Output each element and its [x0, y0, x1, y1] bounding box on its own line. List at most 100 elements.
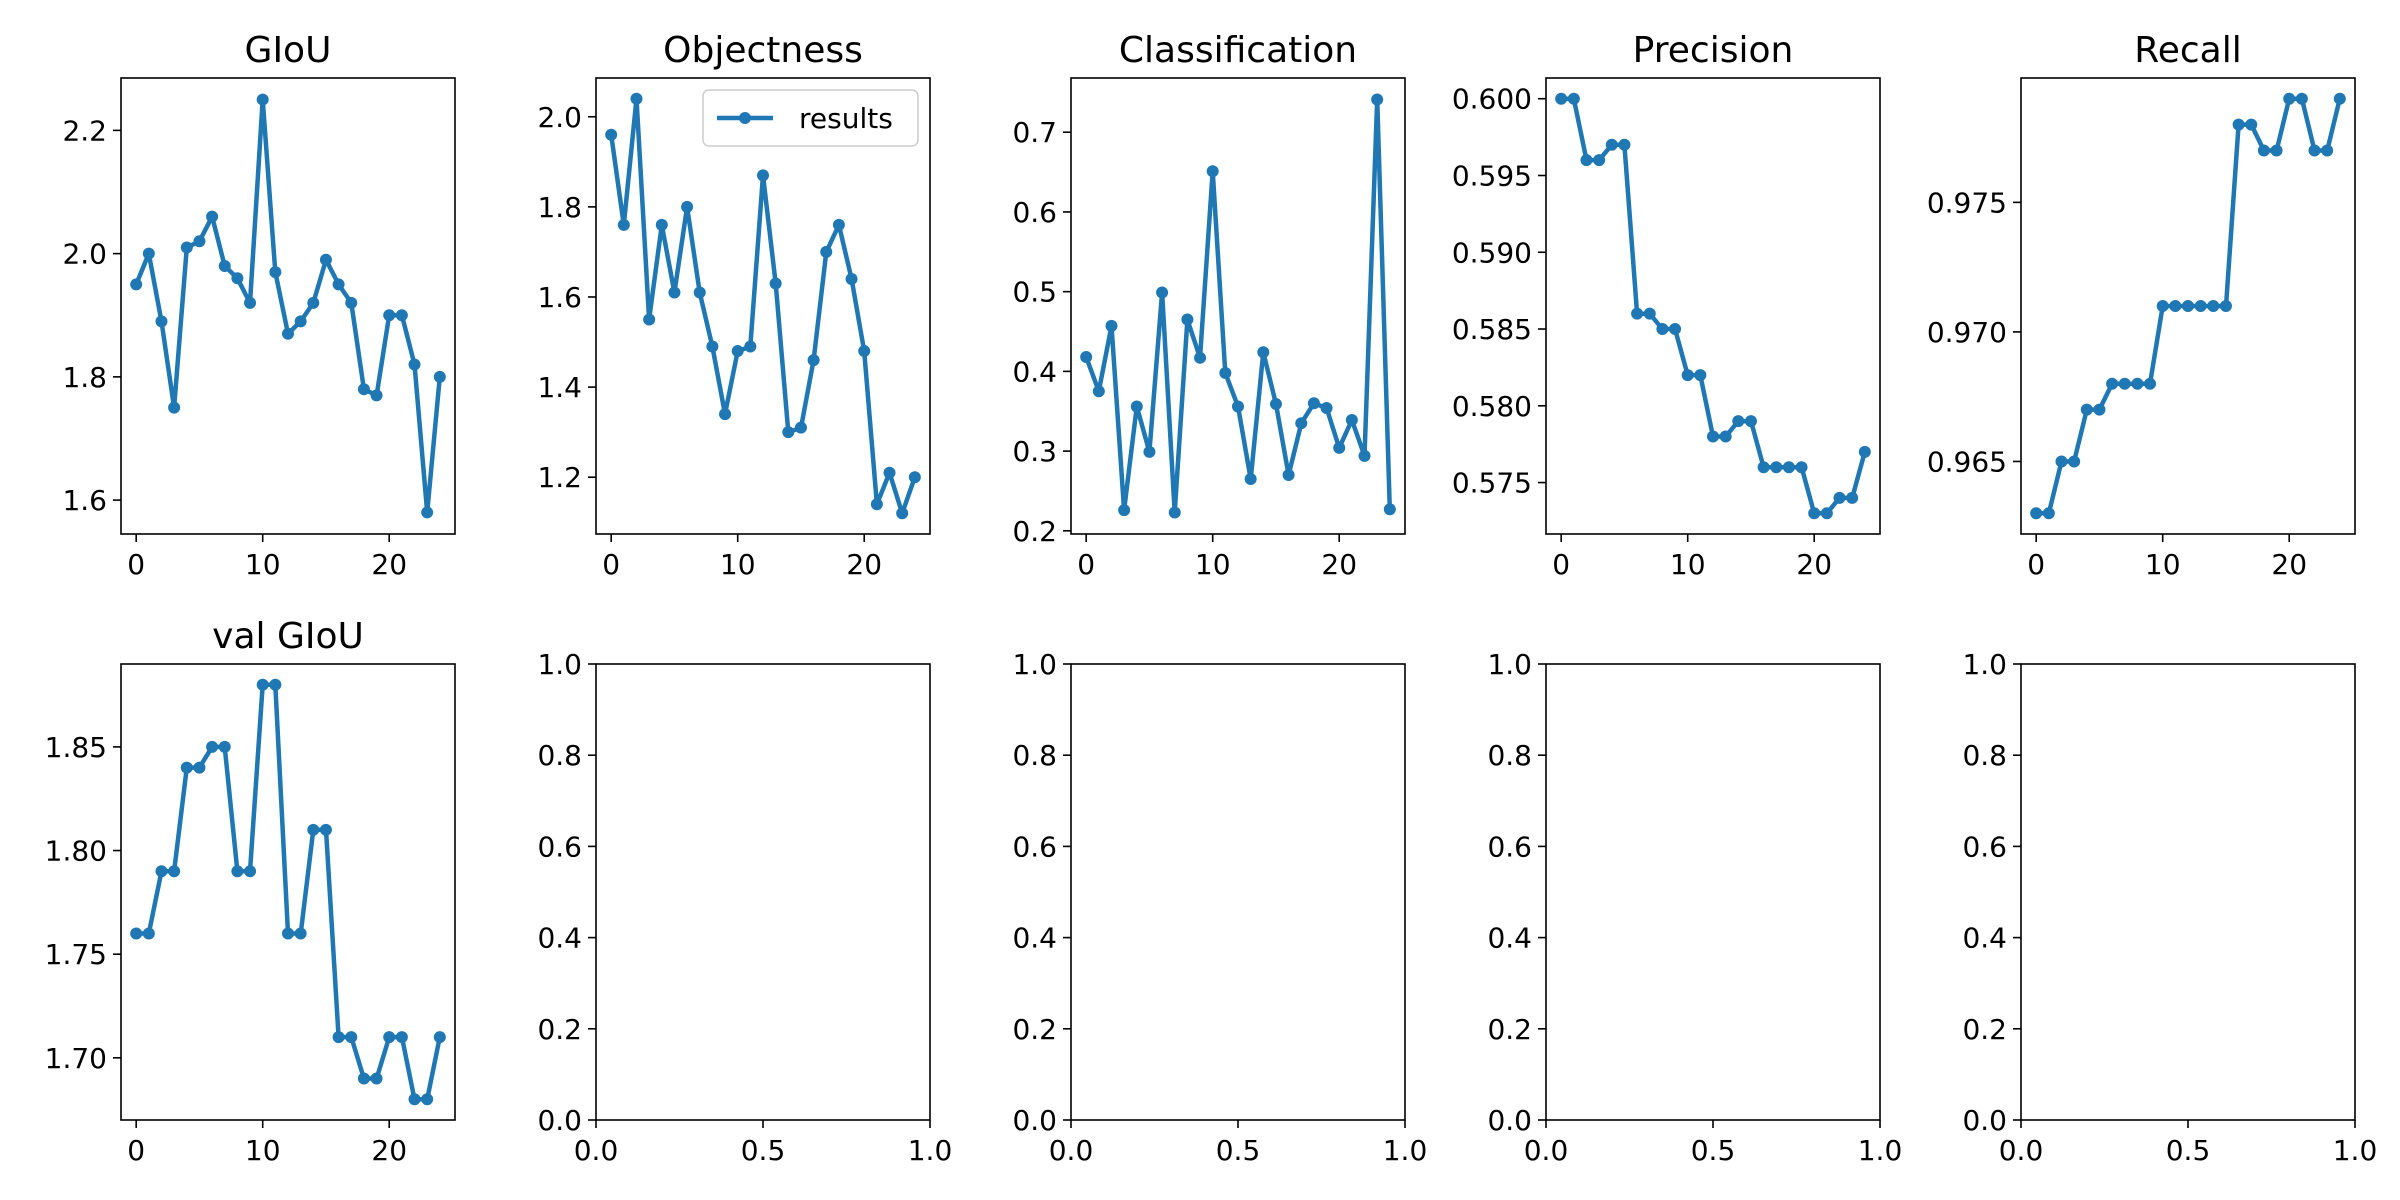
data-point — [896, 507, 909, 520]
data-point — [2295, 92, 2308, 105]
data-point — [1580, 154, 1593, 167]
axes-frame — [1070, 77, 1406, 535]
data-point — [142, 247, 155, 260]
data-point — [357, 1072, 370, 1085]
y-tick-label: 0.5 — [1012, 276, 1057, 309]
data-point — [681, 200, 694, 213]
data-point — [1118, 504, 1131, 517]
data-point — [332, 1031, 345, 1044]
data-point — [155, 865, 168, 878]
y-tick-label: 0.2 — [1487, 1013, 1532, 1046]
data-point — [1631, 307, 1644, 320]
data-point — [433, 1031, 446, 1044]
data-point — [1383, 503, 1396, 516]
y-tick-label: 0.970 — [1927, 316, 2007, 349]
data-point — [433, 370, 446, 383]
data-point — [1593, 154, 1606, 167]
data-point — [1707, 430, 1719, 443]
data-point — [244, 296, 257, 309]
data-point — [180, 761, 193, 774]
subplot-7: 0.0 0.5 1.0 0.0 0.2 0.4 0.6 0.8 1.0 — [537, 648, 952, 1167]
subplot-6: val GIoU 0 10 20 1.70 1.75 1.80 1.85 — [45, 616, 456, 1167]
y-tick-label: 0.8 — [1012, 739, 1057, 772]
y-tick-label: 0.0 — [1962, 1104, 2007, 1137]
data-point — [294, 315, 307, 328]
y-tick-label: 0.965 — [1927, 445, 2007, 478]
x-tick-label: 10 — [1670, 548, 1706, 581]
y-tick-label: 0.4 — [537, 922, 582, 955]
data-point — [332, 278, 345, 291]
y-tick-label: 1.4 — [537, 371, 582, 404]
data-point — [1092, 385, 1105, 398]
subplot-title: Classification — [1119, 30, 1357, 71]
subplot-title: val GIoU — [212, 616, 364, 657]
data-point — [1358, 449, 1371, 462]
data-point — [206, 740, 219, 753]
y-tick-label: 0.4 — [1012, 922, 1057, 955]
y-tick-label: 0.4 — [1962, 922, 2007, 955]
y-tick-label: 2.0 — [62, 238, 107, 271]
subplot-9: 0.0 0.5 1.0 0.0 0.2 0.4 0.6 0.8 1.0 — [1487, 648, 1902, 1167]
axes-frame — [2020, 663, 2356, 1121]
y-tick-label: 1.0 — [1487, 648, 1532, 681]
y-tick-label: 1.8 — [537, 191, 582, 224]
data-point — [2144, 377, 2157, 390]
data-point — [408, 1093, 421, 1106]
y-tick-label: 0.585 — [1452, 313, 1532, 346]
data-point — [1282, 469, 1295, 482]
data-point — [421, 506, 434, 519]
data-point — [231, 272, 244, 285]
axes-frame — [595, 77, 931, 535]
axes-frame — [1545, 77, 1881, 535]
y-tick-label: 0.6 — [1012, 196, 1057, 229]
data-point — [1130, 400, 1143, 413]
data-point — [2131, 377, 2144, 390]
data-point — [2080, 403, 2093, 416]
x-tick-label: 20 — [371, 1134, 407, 1167]
x-tick-label: 20 — [371, 548, 407, 581]
x-tick-label: 0.0 — [574, 1134, 619, 1167]
data-point — [2093, 403, 2106, 416]
data-point — [744, 340, 757, 353]
series-line — [608, 96, 917, 516]
data-point — [858, 345, 871, 358]
data-point — [845, 272, 858, 285]
data-point — [630, 92, 643, 105]
y-tick-label: 0.8 — [1962, 739, 2007, 772]
x-tick-label: 0.5 — [1216, 1134, 1261, 1167]
x-tick-label: 0 — [127, 548, 145, 581]
data-point — [193, 761, 206, 774]
axes-frame — [595, 663, 931, 1121]
y-tick-label: 0.2 — [537, 1013, 582, 1046]
legend: results — [702, 89, 919, 147]
data-point — [130, 927, 143, 940]
y-tick-label: 0.6 — [1962, 830, 2007, 863]
subplot-title: Recall — [2134, 30, 2241, 71]
x-tick-label: 10 — [245, 1134, 281, 1167]
data-point — [383, 309, 396, 322]
data-point — [617, 218, 630, 231]
data-point — [2232, 118, 2245, 131]
data-point — [1605, 138, 1618, 151]
data-point — [706, 340, 719, 353]
y-tick-label: 0.575 — [1452, 467, 1532, 500]
data-point — [731, 345, 744, 358]
data-point — [1168, 506, 1181, 519]
data-point — [142, 927, 155, 940]
data-point — [2169, 300, 2182, 312]
data-point — [2182, 300, 2194, 312]
data-point — [668, 286, 681, 299]
y-tick-label: 0.6 — [1012, 830, 1057, 863]
legend-swatch-marker — [739, 112, 751, 124]
data-point — [2219, 300, 2232, 312]
data-point — [782, 426, 795, 439]
data-point — [693, 286, 706, 299]
x-tick-label: 0.5 — [1691, 1134, 1736, 1167]
data-point — [269, 266, 282, 279]
data-point — [807, 354, 820, 367]
y-tick-label: 0.0 — [1012, 1104, 1057, 1137]
y-tick-label: 0.2 — [1962, 1013, 2007, 1046]
y-tick-label: 1.75 — [45, 938, 107, 971]
x-tick-label: 20 — [846, 548, 882, 581]
data-point — [155, 315, 168, 328]
